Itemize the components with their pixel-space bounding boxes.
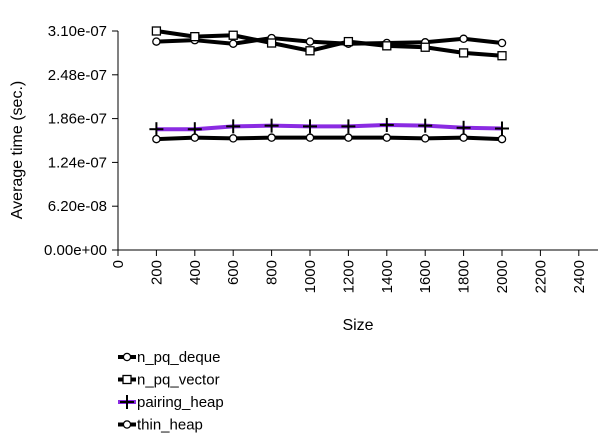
legend-label: n_pq_vector [137, 372, 220, 389]
data-point [303, 119, 317, 134]
data-point [458, 48, 469, 58]
legend-item: n_pq_deque [118, 349, 220, 366]
data-point [497, 134, 507, 144]
data-point [343, 36, 354, 47]
y-tick-label: 0.00e+00 [44, 242, 107, 259]
data-point [152, 37, 161, 46]
data-point [228, 134, 238, 143]
data-point [228, 30, 238, 40]
x-tick-label: 1600 [417, 260, 434, 293]
data-point [190, 32, 200, 42]
data-point [420, 42, 430, 52]
x-tick-label: 1000 [302, 260, 319, 293]
series-thin_heap [152, 133, 507, 144]
series-group [149, 26, 509, 144]
data-point [190, 133, 200, 142]
legend-marker [122, 420, 132, 429]
x-axis-label: Size [342, 317, 373, 334]
data-point [341, 119, 356, 134]
data-point [379, 117, 394, 132]
x-tick-label: 1800 [456, 260, 473, 293]
data-point [264, 118, 279, 133]
data-point [459, 133, 468, 142]
legend-label: pairing_heap [137, 394, 224, 411]
data-point [267, 133, 276, 142]
legend-item: thin_heap [118, 417, 203, 434]
data-point [382, 133, 392, 142]
data-point [456, 120, 471, 135]
data-point [152, 134, 161, 144]
series-line [156, 122, 503, 132]
data-point [305, 37, 315, 46]
series-line [156, 135, 503, 142]
y-tick-label: 2.48e-07 [48, 67, 107, 84]
y-tick-label: 3.10e-07 [48, 23, 107, 40]
y-tick-label: 1.24e-07 [48, 154, 107, 171]
x-tick-label: 800 [264, 260, 281, 285]
legend-marker [122, 374, 132, 385]
data-point [420, 134, 430, 143]
data-point [149, 122, 164, 137]
data-point [226, 119, 241, 134]
data-point [382, 41, 392, 51]
data-point [151, 26, 162, 36]
plot-axes [117, 31, 598, 251]
legend: n_pq_deque n_pq_vector pairing_heap thin_he… [118, 349, 224, 434]
legend-item: n_pq_vector [118, 372, 220, 389]
data-point [497, 51, 507, 61]
y-ticks: 0.00e+00 6.20e-08 1.24e-07 1.86e-07 2.48e-07… [44, 23, 118, 259]
data-point [497, 38, 507, 48]
data-point [305, 46, 315, 56]
data-point [459, 34, 468, 44]
x-tick-label: 2200 [532, 260, 549, 293]
legend-label: n_pq_deque [137, 349, 220, 366]
legend-marker [120, 395, 134, 409]
series-line [156, 36, 503, 46]
series-line [156, 29, 503, 58]
legend-item: pairing_heap [118, 394, 224, 411]
data-point [418, 118, 433, 133]
data-point [495, 121, 509, 136]
y-axis-label: Average time (sec.) [9, 81, 26, 219]
legend-marker [122, 352, 132, 362]
data-point [344, 133, 353, 142]
series-pairing_heap [149, 117, 509, 137]
x-ticks: 0 200 400 600 800 1000 1200 1400 1600 1800 2000 220… [110, 250, 588, 293]
x-tick-label: 1200 [340, 260, 357, 293]
legend-label: thin_heap [137, 417, 203, 434]
series-n_pq_vector [151, 26, 507, 61]
x-tick-label: 400 [187, 260, 204, 285]
x-tick-label: 600 [225, 260, 242, 285]
x-tick-label: 200 [148, 260, 165, 285]
x-tick-label: 2400 [571, 260, 588, 293]
x-tick-label: 1400 [379, 260, 396, 293]
y-tick-label: 1.86e-07 [48, 111, 107, 128]
x-tick-label: 0 [110, 260, 127, 268]
data-point [228, 39, 238, 48]
x-tick-label: 2000 [494, 260, 511, 293]
data-point [266, 38, 277, 48]
y-tick-label: 6.20e-08 [48, 198, 107, 215]
data-point [305, 133, 315, 142]
